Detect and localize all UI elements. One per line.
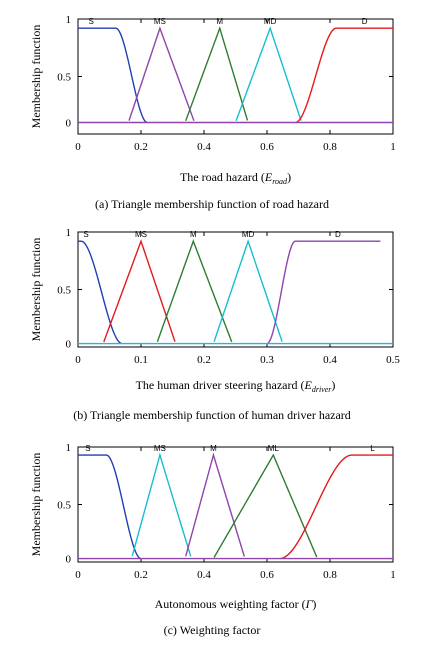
series-label-m: M xyxy=(210,444,217,453)
series-line-m xyxy=(156,239,233,343)
y-axis-label: Membership function xyxy=(29,25,43,129)
series-line-s xyxy=(78,27,147,124)
series-label-s: S xyxy=(85,444,90,453)
x-tick-label: 1 xyxy=(390,569,396,581)
series-label-d: D xyxy=(335,230,341,239)
x-tick-label: 0.1 xyxy=(134,354,148,366)
x-tick-label: 0.3 xyxy=(260,354,274,366)
plot-frame xyxy=(77,446,394,563)
series-label-m: M xyxy=(190,230,197,239)
series-line-l xyxy=(280,454,393,560)
x-tick-label: 0 xyxy=(75,569,81,581)
x-tick-label: 0 xyxy=(75,141,81,153)
y-axis-label: Membership function xyxy=(29,238,43,342)
x-tick-label: 0.6 xyxy=(260,569,274,581)
x-tick-label: 0.5 xyxy=(386,354,400,366)
series-line-md xyxy=(235,26,302,122)
series-label-ms: MS xyxy=(154,17,166,26)
y-tick-label: 1 xyxy=(66,227,72,239)
x-tick-label: 0.4 xyxy=(197,569,211,581)
series-label-s: S xyxy=(83,230,88,239)
y-tick-label: 0 xyxy=(66,118,72,130)
x-tick-label: 0.4 xyxy=(197,141,211,153)
series-line-ms xyxy=(131,452,192,557)
y-tick-label: 0 xyxy=(66,554,72,566)
series-line-s xyxy=(78,454,141,560)
series-label-md: MD xyxy=(264,17,277,26)
series-line-d xyxy=(295,27,393,124)
series-line-d xyxy=(267,240,381,344)
series-line-ms xyxy=(128,26,195,122)
plot-frame xyxy=(77,18,394,135)
series-line-s xyxy=(78,240,122,345)
chart-panel-2: 0 0.1 0.2 0.3 0.4 0.5 0 0.5 1 S MS M MD D Membership f… xyxy=(29,227,400,422)
series-label-ms: MS xyxy=(154,444,166,453)
y-tick-label: 0 xyxy=(66,339,72,351)
chart-panel-3: 0 0.2 0.4 0.6 0.8 1 0 0.5 1 S MS M ML L Membership fun… xyxy=(29,442,396,637)
figure-caption: (b) Triangle membership function of huma… xyxy=(73,408,351,422)
series-line-ml xyxy=(213,453,318,558)
figure-caption: (a) Triangle membership function of road… xyxy=(95,197,329,211)
x-tick-label: 0.4 xyxy=(323,354,337,366)
x-tick-label: 1 xyxy=(390,141,396,153)
figure-caption: (c) Weighting factor xyxy=(164,623,261,637)
series-label-m: M xyxy=(216,17,223,26)
x-axis-label: The road hazard (Eroad) xyxy=(180,170,291,186)
series-line-md xyxy=(213,239,283,342)
x-tick-label: 0 xyxy=(75,354,81,366)
y-tick-label: 1 xyxy=(66,442,72,454)
series-label-ml: ML xyxy=(268,444,280,453)
series-label-md: MD xyxy=(242,230,255,239)
chart-panel-1: 0 0.2 0.4 0.6 0.8 1 0 0.5 1 S MS M MD D Membership fun… xyxy=(29,14,396,211)
x-tick-label: 0.2 xyxy=(134,569,148,581)
y-tick-label: 1 xyxy=(66,14,72,26)
series-line-ms xyxy=(103,239,176,343)
series-label-l: L xyxy=(370,444,375,453)
x-axis-label: Autonomous weighting factor (Γ) xyxy=(155,597,317,611)
y-tick-label: 0.5 xyxy=(57,285,71,297)
x-tick-label: 0.8 xyxy=(323,141,337,153)
plot-frame xyxy=(77,231,394,348)
x-axis-label: The human driver steering hazard (Edrive… xyxy=(136,378,336,394)
x-tick-label: 0.6 xyxy=(260,141,274,153)
series-label-s: S xyxy=(89,17,94,26)
x-tick-label: 0.2 xyxy=(134,141,148,153)
series-label-d: D xyxy=(362,17,368,26)
series-line-m xyxy=(185,452,245,557)
x-tick-label: 0.8 xyxy=(323,569,337,581)
y-tick-label: 0.5 xyxy=(57,72,71,84)
y-axis-label: Membership function xyxy=(29,453,43,557)
series-line-m xyxy=(185,25,249,122)
y-tick-label: 0.5 xyxy=(57,500,71,512)
series-label-ms: MS xyxy=(135,230,147,239)
x-tick-label: 0.2 xyxy=(197,354,211,366)
